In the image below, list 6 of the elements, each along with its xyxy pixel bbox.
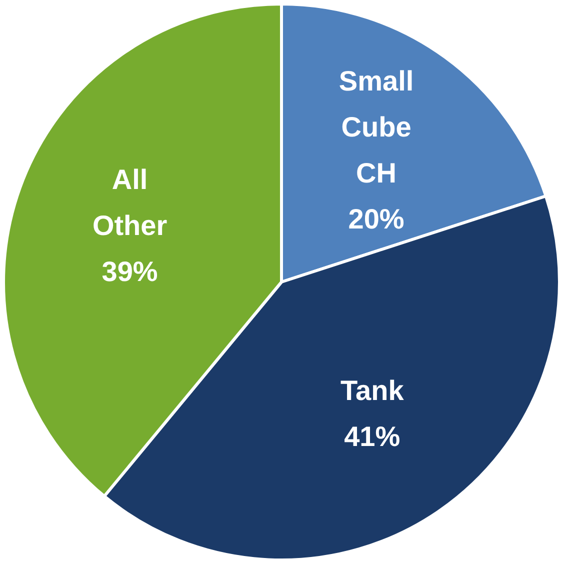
slice-label: All Other bbox=[92, 164, 168, 242]
slice-label: Small Cube CH bbox=[338, 65, 414, 188]
data-label: 41% bbox=[344, 421, 400, 452]
data-label: 20% bbox=[348, 203, 404, 234]
data-label: 39% bbox=[102, 256, 158, 288]
slice-label: Tank bbox=[340, 375, 404, 406]
